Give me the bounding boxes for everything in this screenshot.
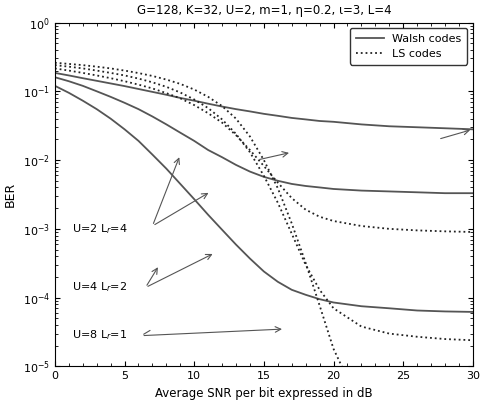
X-axis label: Average SNR per bit expressed in dB: Average SNR per bit expressed in dB <box>155 387 373 400</box>
Text: U=8 L$_r$=1: U=8 L$_r$=1 <box>72 328 127 342</box>
Y-axis label: BER: BER <box>4 182 17 207</box>
Text: U=2 L$_r$=4: U=2 L$_r$=4 <box>72 222 127 236</box>
Legend: Walsh codes, LS codes: Walsh codes, LS codes <box>350 28 467 65</box>
Text: U=4 L$_r$=2: U=4 L$_r$=2 <box>72 280 127 294</box>
Title: G=128, K=32, U=2, m=1, η=0.2, ι=3, L=4: G=128, K=32, U=2, m=1, η=0.2, ι=3, L=4 <box>136 4 391 17</box>
